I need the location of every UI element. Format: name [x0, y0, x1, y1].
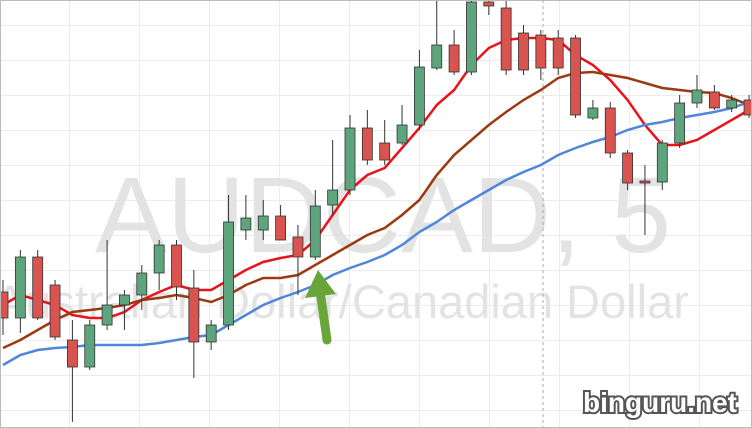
candle-body — [32, 256, 44, 319]
candle-body — [275, 215, 287, 241]
arrow — [305, 270, 336, 345]
candle-body — [587, 107, 599, 119]
candle-body — [119, 294, 130, 306]
candle-body — [84, 324, 96, 368]
candle-body — [67, 339, 78, 368]
candle-body — [327, 189, 339, 206]
candle-body — [379, 142, 391, 161]
candle-body — [466, 1, 477, 73]
candle-body — [257, 215, 269, 231]
candle-body — [240, 217, 252, 231]
moving-average — [2, 100, 750, 367]
candle-body — [14, 256, 26, 319]
candle-body — [691, 89, 703, 104]
candle-body — [153, 244, 165, 274]
site-watermark: binguru.net — [583, 387, 737, 418]
candle-body — [223, 221, 234, 326]
candle-body — [101, 304, 113, 326]
candle-body — [604, 107, 616, 154]
candle-body — [483, 1, 495, 7]
candle-body — [0, 291, 9, 319]
candle-body — [622, 152, 633, 184]
candle-body — [361, 127, 373, 161]
candle-body — [205, 324, 217, 343]
candle-body — [396, 124, 408, 144]
candle-body — [552, 37, 564, 69]
candle-body — [708, 91, 720, 109]
candle-body — [171, 244, 182, 288]
candle-body — [344, 127, 356, 191]
candle-body — [431, 44, 443, 69]
candle-body — [518, 32, 529, 71]
candle-body — [656, 142, 668, 183]
candle-body — [500, 7, 512, 71]
candle-body — [448, 44, 460, 73]
candle-body — [535, 34, 547, 69]
moving-average — [2, 36, 750, 320]
candle-body — [413, 66, 425, 126]
candle-body — [136, 272, 148, 296]
candle-body — [743, 99, 752, 116]
candle-body — [726, 99, 738, 109]
candle-body — [292, 236, 304, 258]
description-watermark: Australian Dollar/Canadian Dollar — [0, 275, 689, 328]
candle-body — [639, 180, 651, 184]
candle-body — [674, 102, 686, 144]
candle-body — [309, 205, 321, 258]
candle-body — [49, 284, 61, 338]
candle-body — [570, 37, 581, 116]
candle-body — [188, 287, 200, 343]
